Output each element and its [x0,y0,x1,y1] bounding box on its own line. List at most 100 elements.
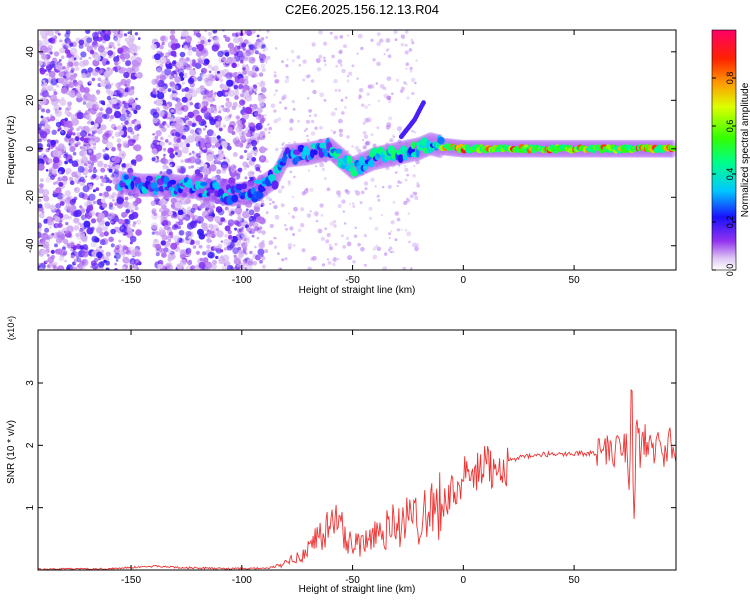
spectrogram-noise-dot [214,91,218,95]
spectrogram-ridge-mark [437,136,445,145]
spectrogram-noise-dot [190,165,194,169]
spectrogram-noise-dot [267,122,270,126]
spectrogram-noise-dot [91,134,94,137]
spectrogram-noise-dot [162,164,168,170]
spectrogram-noise-dot [245,208,249,212]
spectrogram-noise-dot [181,135,187,140]
spectrogram-noise-dot [248,32,253,36]
spectrogram-noise-dot [310,119,315,124]
spectrogram-noise-dot [157,90,160,93]
spectrogram-noise-dot [88,149,92,153]
spectrogram-noise-dot [366,92,370,96]
spectrogram-noise-dot [79,245,85,251]
spectrogram-noise-dot [273,74,277,78]
spectrogram-noise-dot [284,78,289,84]
spectrogram-noise-dot [233,45,240,53]
spectrogram-noise-dot [358,97,361,100]
spectrogram-noise-dot [123,67,127,71]
spectrogram-noise-dot [195,250,200,255]
spectrogram-noise-dot [105,107,113,115]
spectrogram-noise-dot [220,249,224,253]
spectrogram-noise-dot [58,107,62,111]
spectrogram-noise-dot [46,143,51,147]
spectrogram-noise-dot [298,63,302,67]
spectrogram-noise-dot [127,139,135,147]
spectrogram-noise-dot [284,224,287,227]
spectrogram-noise-dot [260,87,267,93]
spectrogram-noise-dot [358,94,362,98]
spectrogram-noise-dot [203,58,210,65]
spectrogram-noise-dot [218,256,226,265]
spectrogram-ridge-mark [313,149,318,156]
spectrogram-noise-dot [241,136,246,141]
spectrogram-noise-dot [184,115,189,120]
spectrogram-noise-dot [60,70,66,76]
spectrogram-noise-dot [254,67,260,72]
spectrogram-noise-dot [159,74,167,82]
spectrogram-noise-dot [163,147,167,151]
spectrogram-noise-dot [368,103,371,107]
spectrogram-noise-dot [88,168,93,173]
spectrogram-noise-dot [84,197,87,200]
spectrogram-noise-dot [47,38,53,43]
spectrogram-noise-dot [222,124,227,128]
spectrogram-noise-dot [116,138,122,143]
spectrogram-noise-dot [59,249,68,257]
spectrogram-noise-dot [261,230,266,235]
colorbar-tick-label: 0.6 [725,120,735,133]
snr-frame [37,329,677,571]
spectrogram-noise-dot [261,256,266,261]
snr-xlabel: Height of straight line (km) [299,584,416,595]
spectrogram-noise-dot [191,61,197,67]
spectrogram-noise-dot [208,70,212,74]
spectrogram-noise-dot [155,243,162,250]
spectrogram-noise-dot [251,124,255,128]
spectrogram-noise-dot [151,231,156,235]
spectrogram-noise-dot [51,57,58,63]
spectrogram-noise-dot [156,67,162,74]
spectrogram-noise-dot [345,236,350,240]
spectrogram-noise-dot [55,66,59,70]
spectrogram-noise-dot [40,241,46,248]
spectrogram-noise-dot [252,261,257,266]
spectrogram-noise-dot [394,171,398,174]
spectrogram-noise-dot [369,84,375,89]
spectrogram-noise-dot [118,148,122,152]
spectrogram-noise-dot [179,130,184,135]
spectrogram-noise-dot [191,90,198,98]
spectrogram-noise-dot [230,164,237,171]
spectrogram-noise-dot [69,47,78,55]
spectrogram-noise-dot [405,67,408,70]
spectrogram-noise-dot [69,199,76,206]
spectrogram-noise-dot [334,107,338,111]
spectrogram-noise-dot [372,254,378,260]
spectrogram-noise-dot [273,71,277,74]
spectrogram-noise-dot [256,236,260,240]
spectrogram-noise-dot [372,246,377,251]
spectrogram-noise-dot [68,128,73,133]
spectrogram-noise-dot [203,163,208,168]
spectrogram-noise-dot [293,141,297,145]
spectrogram-noise-dot [90,121,95,126]
spectrogram-noise-dot [318,54,323,59]
spectrogram-noise-dot [258,137,261,140]
spectrogram-noise-dot [399,89,404,94]
spectrogram-noise-dot [391,92,394,96]
colorbar-tick-label: 0.2 [725,216,735,229]
spectrogram-noise-dot [333,220,337,224]
spectrogram-noise-dot [106,95,112,101]
spectrogram-noise-dot [66,61,73,68]
spectrogram-noise-dot [357,149,362,154]
spectrogram-noise-dot [45,176,52,183]
spectrogram-noise-dot [178,214,183,220]
spectrogram-noise-dot [194,158,202,165]
spectrogram-noise-dot [172,93,178,98]
spectrogram-noise-dot [57,265,65,270]
spectrogram-noise-dot [113,110,122,119]
spectrogram-noise-dot [39,131,48,139]
spectrogram-noise-dot [200,39,205,45]
spectrogram-noise-dot [414,81,417,85]
spectrogram-noise-dot [78,264,84,270]
spectrogram-noise-dot [68,71,71,75]
spectrogram-noise-dot [134,125,141,131]
